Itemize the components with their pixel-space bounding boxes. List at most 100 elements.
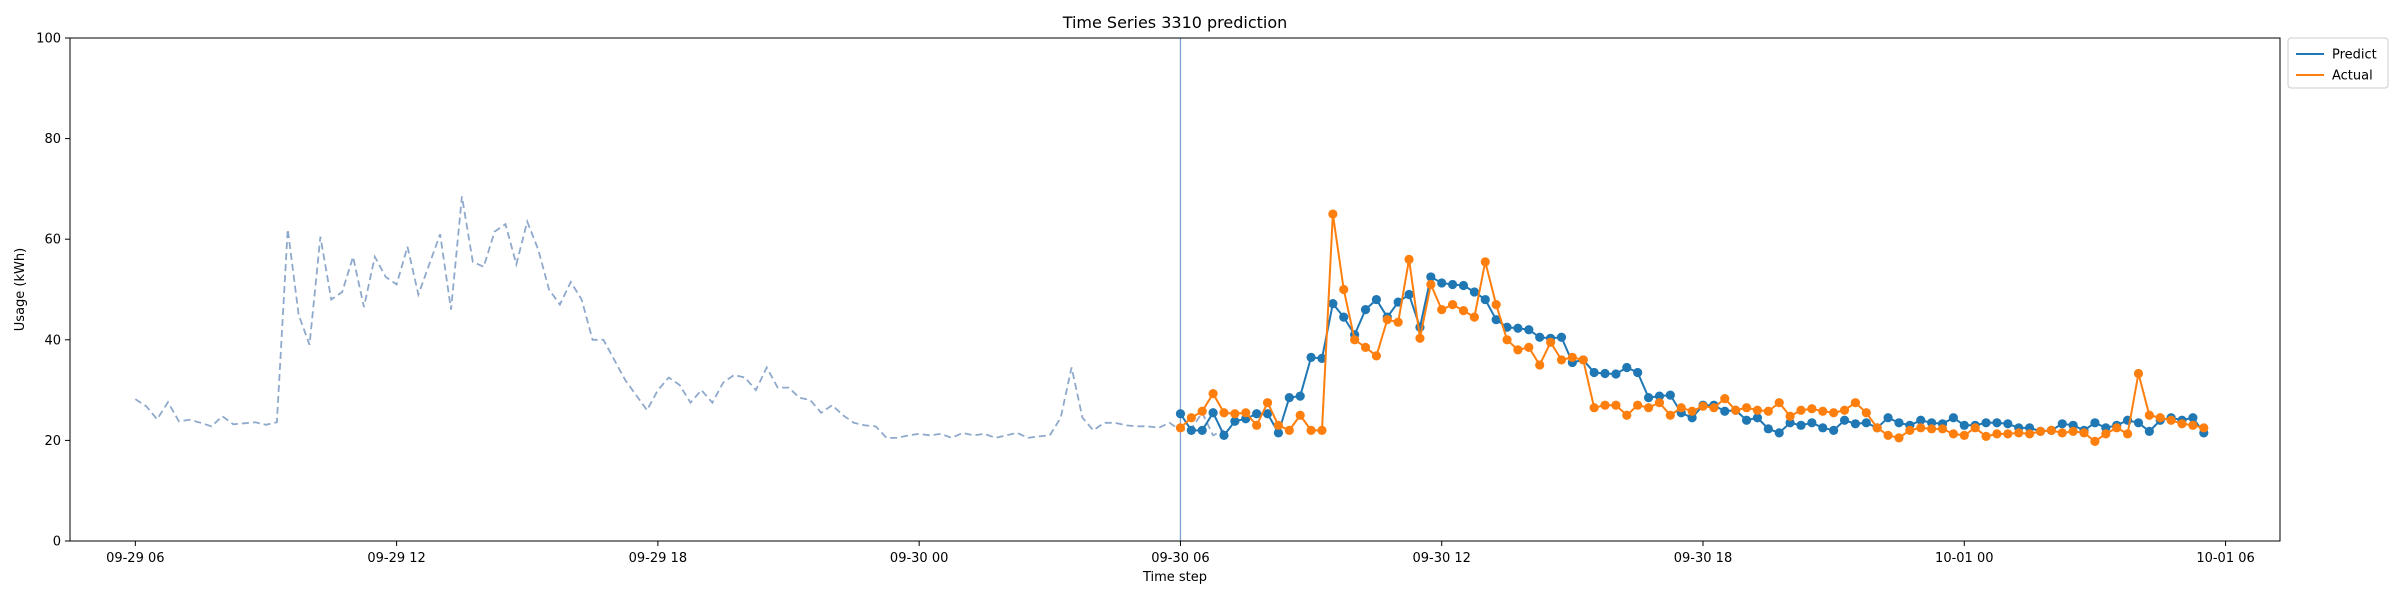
actual-point [1785,411,1795,421]
predict-point [1829,425,1839,435]
predict-point [1654,391,1665,401]
predict-point [2003,419,2013,429]
actual-point [1774,398,1784,408]
predict-point [2133,418,2144,428]
actual-point [2003,429,2013,439]
actual-point [1535,360,1545,370]
predict-point [1371,294,1381,305]
actual-point [1818,406,1828,416]
actual-point [1916,423,1926,433]
predict-point [1589,367,1599,378]
predict-point [1513,323,1523,333]
predict-point [1426,272,1436,282]
actual-point [1567,352,1577,362]
actual-point [1937,424,1948,434]
actual-point [1219,408,1229,418]
predict-point [1959,420,1969,430]
predict-point [1208,408,1218,418]
predict-point [2144,426,2154,436]
actual-point [2199,423,2209,433]
actual-point [2079,428,2089,438]
actual-point [1600,400,1610,410]
actual-point [1643,403,1654,413]
predict-point [1339,312,1349,322]
actual-point [1556,355,1567,365]
actual-point [1763,406,1773,416]
actual-point [2101,429,2111,439]
predict-point [1448,279,1458,290]
actual-point [1295,410,1305,420]
predict-point [1818,423,1828,433]
y-tick-label: 40 [44,333,61,348]
x-tick-label: 09-29 12 [367,551,425,566]
actual-point [1371,351,1381,361]
x-tick-label: 10-01 06 [2196,551,2254,566]
actual-point [1545,337,1556,347]
predict-point [1306,352,1316,362]
predict-point [1317,353,1327,364]
chart-title: Time Series 3310 prediction [1062,13,1288,32]
predict-point [1611,369,1621,379]
actual-point [1491,299,1501,310]
predict-point [1230,416,1240,426]
predict-point [1622,362,1632,373]
actual-point [1850,398,1861,408]
actual-point [1883,430,1893,440]
predict-point [1948,413,1958,423]
predict-point [1437,278,1447,288]
actual-point [2133,368,2144,379]
predict-point [1796,420,1806,430]
actual-point [1861,408,1871,418]
actual-point [1186,413,1196,423]
actual-point [1360,342,1371,352]
actual-point [2188,420,2198,430]
actual-point [1622,410,1632,420]
predict-point [1665,390,1675,400]
predict-point [1633,367,1643,378]
actual-point [1317,425,1327,435]
predict-point [1328,298,1338,309]
y-tick-label: 20 [44,434,61,449]
predict-point [1785,418,1795,428]
actual-point [1578,355,1588,365]
history-line [134,196,1225,439]
x-axis-title: Time step [1142,570,1207,585]
actual-point [2014,428,2024,438]
actual-point [1981,431,1991,441]
plot-frame [69,37,2281,542]
predict-point [1741,415,1752,425]
actual-point [1731,405,1741,415]
predict-point [1861,418,1871,428]
y-tick-label: 0 [53,535,61,550]
predict-point [1981,418,1991,428]
predict-point [1404,289,1414,300]
actual-point [1611,400,1621,410]
actual-point [1633,400,1643,410]
predict-point [1807,418,1817,428]
predict-point [1273,428,1284,438]
actual-point [2166,415,2176,425]
actual-point [1502,335,1512,345]
actual-point [1807,404,1817,414]
actual-point [2025,429,2035,439]
actual-point [2122,429,2133,439]
predict-point [1197,425,1207,435]
x-tick-label: 09-29 06 [106,551,164,566]
actual-point [1175,423,1186,433]
actual-point [2046,425,2056,435]
predict-point [1763,424,1773,434]
predict-point [1850,419,1861,429]
y-tick-label: 60 [44,233,61,248]
legend-label-predict: Predict [2332,48,2377,63]
predict-point [1916,415,1926,425]
actual-point [1437,305,1447,315]
actual-point [1480,257,1490,267]
actual-point [1284,425,1294,435]
actual-point [1839,405,1850,415]
actual-point [1448,299,1458,310]
predict-point [1252,409,1262,419]
predict-point [1556,332,1567,342]
actual-point [2035,426,2046,436]
x-axis: 09-29 06 09-29 12 09-29 18 09-30 00 09-30 06… [106,541,2255,566]
predict-point [1752,413,1763,423]
